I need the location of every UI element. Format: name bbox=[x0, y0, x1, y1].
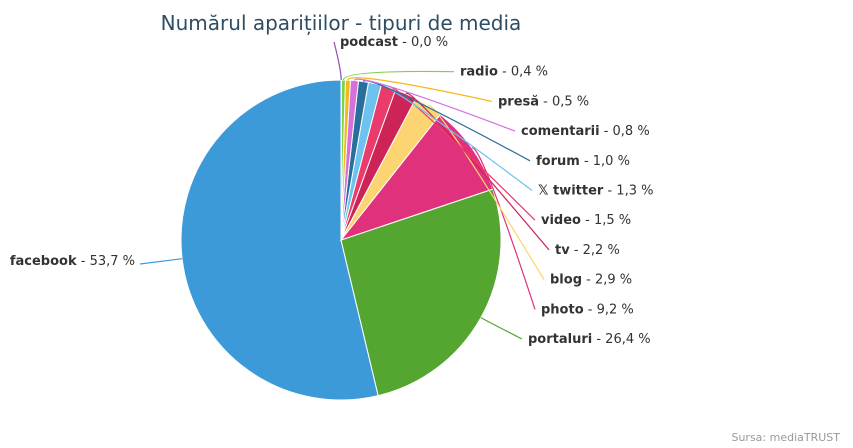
label-name: forum bbox=[536, 154, 580, 169]
data-label-blog: blog - 2,9 % bbox=[550, 273, 632, 288]
label-name: tv bbox=[555, 243, 570, 258]
connector-tv bbox=[405, 92, 550, 251]
label-value: - 0,4 % bbox=[498, 65, 548, 80]
label-name: photo bbox=[541, 302, 584, 317]
label-value: - 0,8 % bbox=[600, 124, 650, 139]
data-label-photo: photo - 9,2 % bbox=[541, 302, 634, 317]
connector-radio bbox=[342, 70, 455, 81]
data-label-comentarii: comentarii - 0,8 % bbox=[521, 124, 650, 139]
label-name: facebook bbox=[10, 254, 77, 269]
label-name: comentarii bbox=[521, 124, 600, 139]
label-value: - 9,2 % bbox=[584, 302, 634, 317]
label-value: - 0,5 % bbox=[539, 94, 589, 109]
label-name: presă bbox=[498, 94, 539, 109]
data-label-podcast: podcast - 0,0 % bbox=[340, 35, 448, 50]
label-value: - 53,7 % bbox=[77, 254, 135, 269]
connector-facebook bbox=[139, 258, 183, 265]
source-credit: Sursa: mediaTRUST bbox=[731, 431, 840, 444]
label-value: - 1,5 % bbox=[581, 213, 631, 228]
label-name: twitter bbox=[553, 184, 604, 199]
chart-title: Numărul aparițiilor - tipuri de media bbox=[161, 11, 522, 35]
label-name: portaluri bbox=[528, 332, 592, 347]
label-value: - 1,3 % bbox=[603, 184, 653, 199]
data-label-tv: tv - 2,2 % bbox=[555, 243, 620, 258]
connector-photo bbox=[471, 147, 536, 310]
connector-blog bbox=[427, 105, 545, 280]
label-name: blog bbox=[550, 273, 582, 288]
label-value: - 26,4 % bbox=[592, 332, 650, 347]
data-label-forum: forum - 1,0 % bbox=[536, 154, 630, 169]
data-label-facebook: facebook - 53,7 % bbox=[10, 254, 135, 269]
connector-presa bbox=[347, 77, 493, 102]
label-value: - 2,9 % bbox=[582, 273, 632, 288]
label-value: - 2,2 % bbox=[570, 243, 620, 258]
label-name: radio bbox=[460, 65, 498, 80]
label-value: - 1,0 % bbox=[580, 154, 630, 169]
data-label-presa: presă - 0,5 % bbox=[498, 94, 589, 109]
data-label-video: video - 1,5 % bbox=[541, 213, 631, 228]
connector-comentarii bbox=[353, 78, 516, 132]
x-logo-icon: 𝕏 bbox=[538, 184, 553, 199]
connector-podcast bbox=[333, 41, 342, 81]
connector-portaluri bbox=[480, 317, 523, 340]
pie-slices bbox=[180, 79, 502, 401]
data-label-portaluri: portaluri - 26,4 % bbox=[528, 332, 651, 347]
label-name: podcast bbox=[340, 35, 398, 50]
data-labels: facebook - 53,7 % portaluri - 26,4 % photo… bbox=[10, 35, 654, 347]
data-label-radio: radio - 0,4 % bbox=[460, 65, 548, 80]
label-name: video bbox=[541, 213, 581, 228]
data-label-twitter: 𝕏 twitter - 1,3 % bbox=[538, 184, 653, 199]
label-connectors bbox=[139, 41, 550, 340]
label-value: - 0,0 % bbox=[398, 35, 448, 50]
